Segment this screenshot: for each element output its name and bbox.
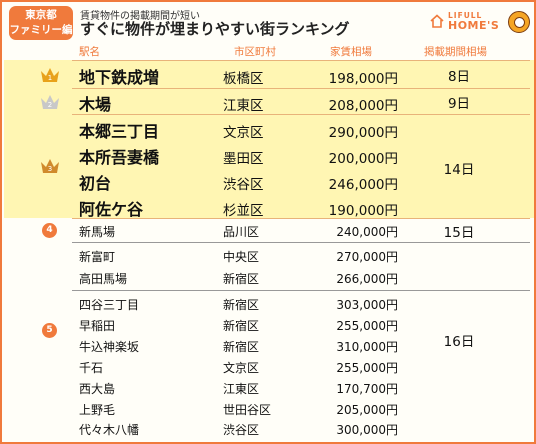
logo-text-big: HOME'S [448,19,500,32]
house-icon [430,14,444,28]
rent-value: 270,000円 [336,250,398,264]
rank-1-number: 1 [48,74,52,82]
badge-line-2: ファミリー編 [9,24,73,36]
divider [72,114,530,115]
rent-value: 255,000円 [336,319,398,333]
period-value: 9日 [447,96,471,112]
ward-name: 品川区 [223,225,260,239]
ward-name: 板橋区 [223,71,264,87]
ward-name: 杉並区 [223,203,264,219]
station-name: 代々木八幡 [79,423,140,437]
rent-value: 190,000円 [328,203,398,219]
column-header-station: 駅名 [79,46,100,58]
station-name: 木場 [79,95,112,114]
brand-logo: LIFULL HOME'S [430,11,530,35]
mascot-icon [508,11,530,33]
station-name: 千石 [79,361,104,375]
column-header-ward: 市区町村 [234,46,276,58]
rent-value: 198,000円 [328,71,398,87]
divider [72,88,530,89]
ward-name: 江東区 [223,98,264,114]
rank-3-number: 3 [48,165,52,173]
station-name: 新富町 [79,250,116,264]
badge-line-1: 東京都 [25,9,57,21]
ward-name: 墨田区 [223,151,264,167]
period-value: 15日 [443,225,475,241]
station-name: 西大島 [79,382,116,396]
station-name: 上野毛 [79,403,116,417]
divider [72,218,530,219]
page-title: すぐに物件が埋まりやすい街ランキング [80,20,350,38]
logo-text-small: LIFULL [448,11,483,20]
ward-name: 新宿区 [223,340,260,354]
bronze-crown-icon: 3 [41,159,59,173]
station-name: 四谷三丁目 [79,298,140,312]
column-header-rent: 家賃相場 [330,46,372,58]
rent-value: 208,000円 [328,98,398,114]
divider [72,60,530,61]
station-name: 阿佐ケ谷 [79,200,144,219]
silver-crown-icon: 2 [41,95,59,109]
rent-value: 300,000円 [336,423,398,437]
rank-2-number: 2 [48,101,52,109]
station-name: 新馬場 [79,225,116,239]
rent-value: 266,000円 [336,272,398,286]
category-badge: 東京都 ファミリー編 [9,6,73,40]
ward-name: 渋谷区 [223,177,264,193]
ward-name: 文京区 [223,361,260,375]
rent-value: 170,700円 [336,382,398,396]
rent-value: 310,000円 [336,340,398,354]
period-value: 16日 [443,334,475,350]
station-name: 初台 [79,174,112,193]
column-header-period: 掲載期間相場 [424,46,487,58]
station-name: 本郷三丁目 [79,122,160,141]
rank-5-badge: 5 [42,323,57,338]
subtitle: 賃貸物件の掲載期間が短い [80,11,200,22]
ward-name: 新宿区 [223,272,260,286]
ward-name: 渋谷区 [223,423,260,437]
ward-name: 中央区 [223,250,260,264]
station-name: 高田馬場 [79,272,128,286]
rent-value: 303,000円 [336,298,398,312]
station-name: 牛込神楽坂 [79,340,140,354]
rent-value: 200,000円 [328,151,398,167]
rent-value: 205,000円 [336,403,398,417]
period-value: 14日 [443,162,475,178]
gold-crown-icon: 1 [41,68,59,82]
period-value: 8日 [447,69,471,85]
rent-value: 246,000円 [328,177,398,193]
rent-value: 240,000円 [336,225,398,239]
ward-name: 新宿区 [223,298,260,312]
station-name: 早稲田 [79,319,116,333]
ward-name: 世田谷区 [223,403,272,417]
station-name: 本所吾妻橋 [79,148,160,167]
rent-value: 290,000円 [328,125,398,141]
ward-name: 文京区 [223,125,264,141]
ward-name: 新宿区 [223,319,260,333]
top3-band [4,60,534,218]
rent-value: 255,000円 [336,361,398,375]
divider [72,242,530,243]
divider [72,290,530,291]
station-name: 地下鉄成増 [79,68,160,87]
ward-name: 江東区 [223,382,260,396]
rank-4-badge: 4 [42,223,57,238]
